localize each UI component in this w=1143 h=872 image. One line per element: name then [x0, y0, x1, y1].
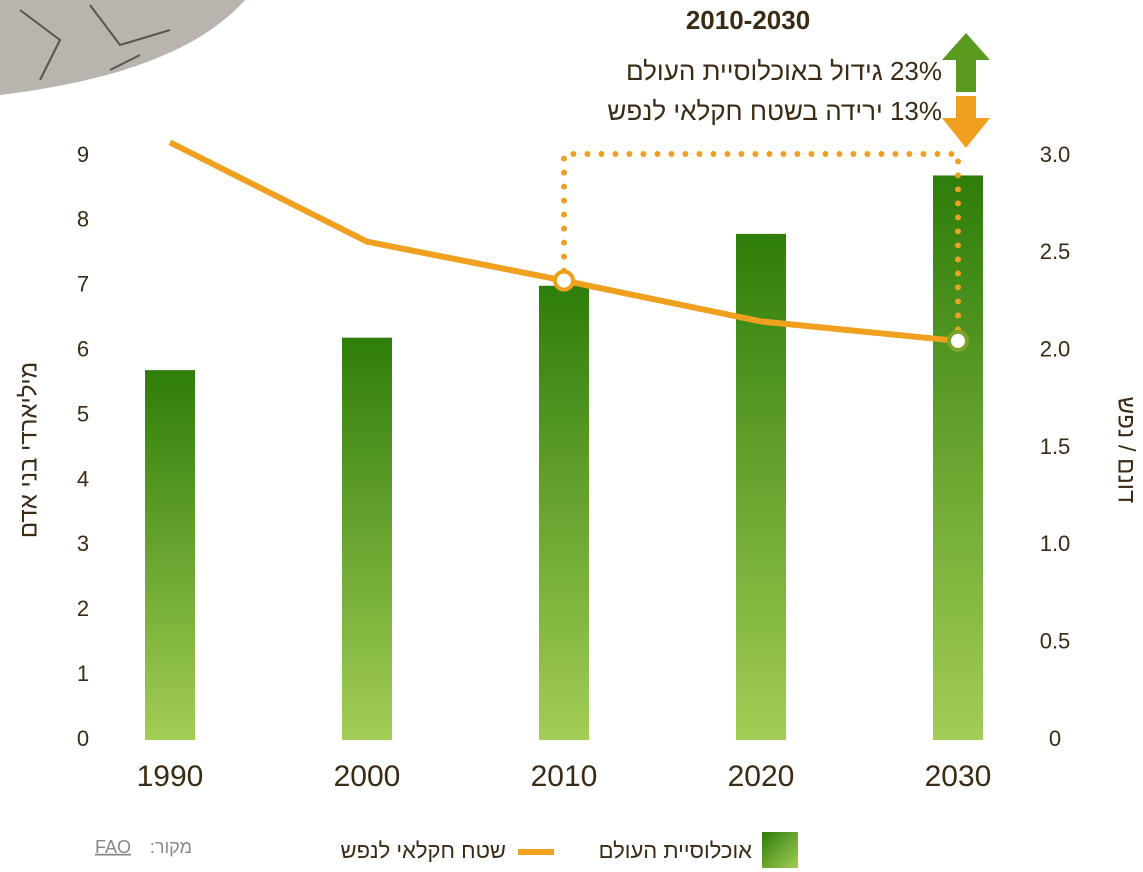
y-tick-label: 6: [77, 336, 89, 361]
y2-tick-label: 2.5: [1040, 239, 1071, 264]
y2-tick-label: 0: [1049, 726, 1061, 751]
y2-tick-label: 1.5: [1040, 434, 1071, 459]
y-tick-label: 8: [77, 207, 89, 232]
legend-swatch: [762, 832, 798, 868]
up-arrow: [942, 33, 990, 92]
y2-tick-label: 3.0: [1040, 142, 1071, 167]
point-marker: [555, 272, 573, 290]
legend-label: אוכלוסיית העולם: [599, 838, 753, 863]
y-tick-label: 9: [77, 142, 89, 167]
y-tick-label: 1: [77, 661, 89, 686]
annotation: 23% גידול באוכלוסיית העולם: [626, 56, 942, 86]
y-tick-label: 3: [77, 531, 89, 556]
bar: [539, 286, 589, 740]
chart-title: 2010-2030: [686, 5, 810, 35]
y2-tick-label: 1.0: [1040, 531, 1071, 556]
y-tick-label: 0: [77, 726, 89, 751]
point-marker: [949, 332, 967, 350]
annotation: 13% ירידה בשטח חקלאי לנפש: [607, 96, 942, 126]
y-axis-title: מיליארדי בני אדם: [15, 362, 42, 538]
y2-tick-label: 2.0: [1040, 336, 1071, 361]
x-tick-label: 2010: [531, 760, 598, 793]
bar: [342, 338, 392, 740]
x-tick-label: 2000: [334, 760, 401, 793]
y2-axis-title: דונם / נפש: [1113, 397, 1140, 504]
bar: [736, 234, 786, 740]
y-tick-label: 5: [77, 401, 89, 426]
legend-label: שטח חקלאי לנפש: [341, 838, 506, 863]
x-tick-label: 2030: [925, 760, 992, 793]
y-tick-label: 2: [77, 596, 89, 621]
y2-tick-label: 0.5: [1040, 628, 1071, 653]
source-label: מקור:: [150, 837, 192, 857]
x-tick-label: 2020: [728, 760, 795, 793]
bar: [145, 370, 195, 740]
cracked-earth: [0, 0, 245, 95]
down-arrow: [942, 96, 990, 148]
chart: 2010-2030 23% גידול באוכלוסיית העולם 13%…: [0, 0, 1143, 872]
y-tick-label: 4: [77, 466, 89, 491]
source[interactable]: FAO: [95, 837, 131, 857]
y-tick-label: 7: [77, 272, 89, 297]
x-tick-label: 1990: [137, 760, 204, 793]
